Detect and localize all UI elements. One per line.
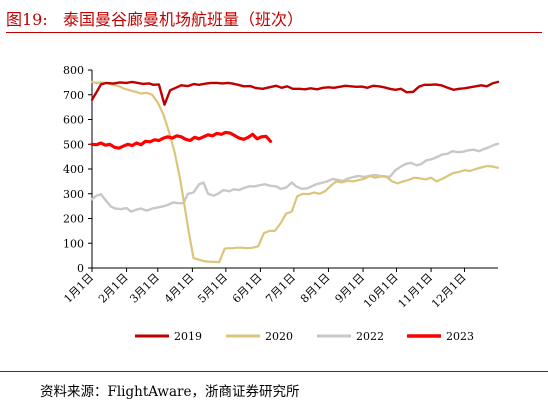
- figure-title-text: 泰国曼谷廊曼机场航班量（班次）: [63, 10, 304, 29]
- series-line-2023: [90, 130, 273, 150]
- series-line-2022: [90, 142, 500, 213]
- y-tick-label: 0: [77, 262, 84, 275]
- source-divider: [0, 371, 548, 372]
- x-tick-label: 3月1日: [127, 271, 162, 306]
- legend-label-2019: 2019: [174, 330, 202, 343]
- y-tick-label: 200: [63, 213, 84, 226]
- title-bar: 图19: 泰国曼谷廊曼机场航班量（班次）: [6, 4, 542, 33]
- y-tick-label: 400: [63, 163, 84, 176]
- x-tick-label: 7月1日: [263, 271, 298, 306]
- series-line-2020: [90, 80, 500, 264]
- y-tick-label: 700: [63, 89, 84, 102]
- y-tick-label: 500: [63, 138, 84, 151]
- x-tick-label: 11月1日: [396, 271, 436, 311]
- y-tick-label: 800: [63, 64, 84, 77]
- x-tick-label: 1月1日: [61, 271, 96, 306]
- x-tick-label: 4月1日: [162, 271, 197, 306]
- legend: 2019 2020 2022 2023: [135, 330, 474, 343]
- figure-title: 图19: 泰国曼谷廊曼机场航班量（班次）: [6, 6, 303, 30]
- x-tick-label: 10月1日: [361, 271, 401, 311]
- y-axis: 0 100 200 300 400 500 600 700 800: [63, 64, 93, 275]
- legend-label-2023: 2023: [446, 330, 474, 343]
- x-tick-label: 12月1日: [429, 271, 469, 311]
- source-note: 资料来源：FlightAware，浙商证券研究所: [40, 384, 300, 400]
- x-tick-label: 5月1日: [195, 271, 230, 306]
- x-tick-label: 2月1日: [96, 271, 131, 306]
- legend-label-2020: 2020: [265, 330, 293, 343]
- y-tick-label: 300: [63, 188, 84, 201]
- y-tick-label: 600: [63, 114, 84, 127]
- series-layer: [90, 80, 500, 264]
- legend-label-2022: 2022: [356, 330, 384, 343]
- figure-label: 图19:: [6, 10, 48, 29]
- series-line-2019: [90, 80, 500, 106]
- x-tick-label: 6月1日: [230, 271, 265, 306]
- x-tick-label: 8月1日: [298, 271, 333, 306]
- y-tick-label: 100: [63, 237, 84, 250]
